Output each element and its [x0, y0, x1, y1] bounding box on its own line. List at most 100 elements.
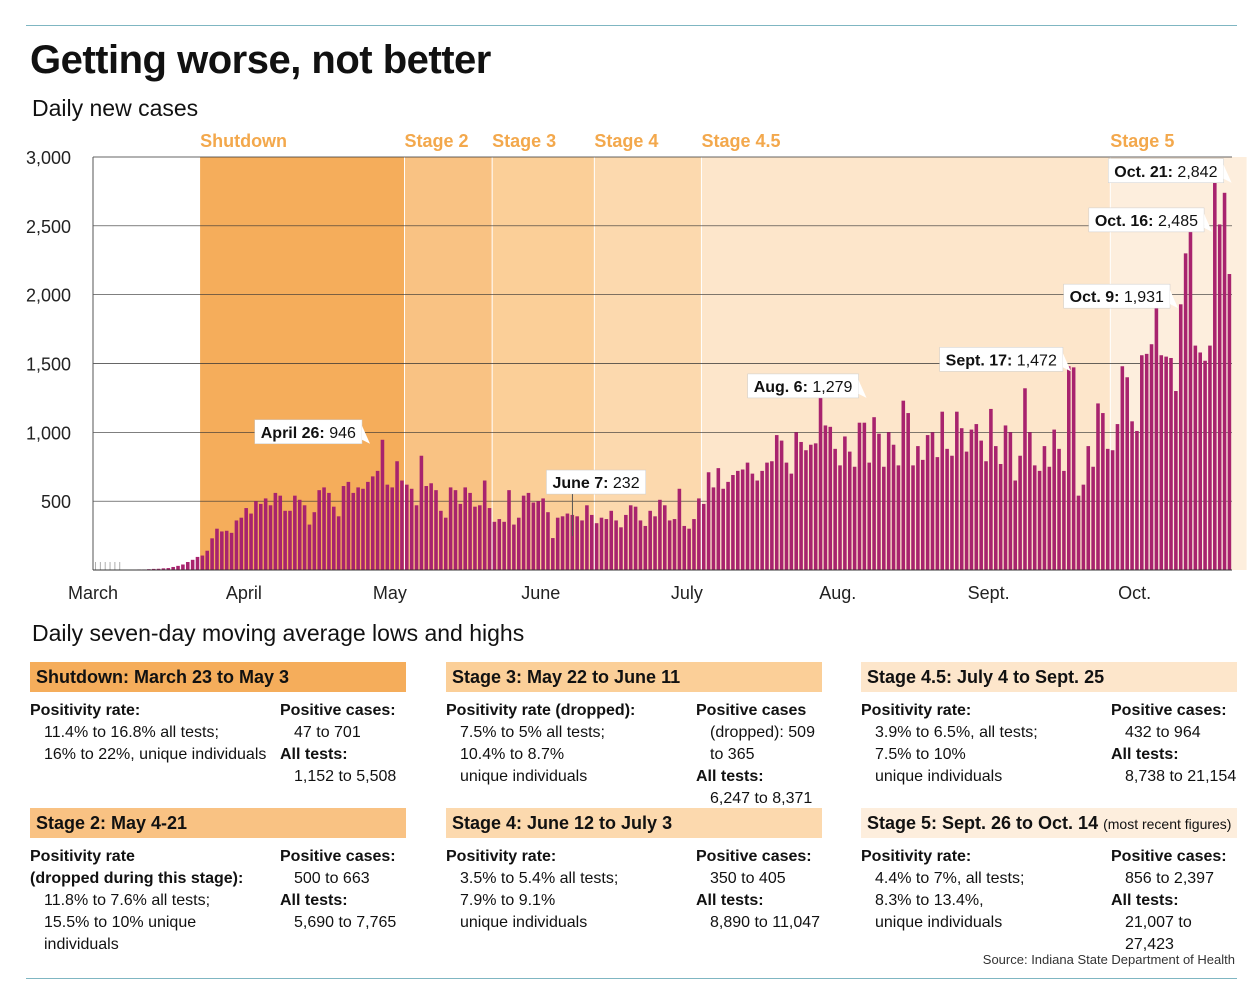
positivity-label: Positivity rate: — [861, 848, 972, 865]
all-tests-value: 1,152 to 5,508 — [294, 768, 397, 785]
bar — [1052, 429, 1056, 570]
bar — [682, 525, 687, 570]
stage-box-note: (most recent figures) — [1103, 816, 1232, 832]
bar — [492, 521, 497, 570]
bar — [497, 519, 502, 570]
bar — [181, 564, 185, 570]
bar — [468, 492, 472, 570]
bar — [847, 451, 852, 570]
bar — [964, 451, 969, 570]
bar — [273, 492, 278, 570]
bar — [1115, 424, 1120, 570]
bar — [716, 468, 721, 570]
positivity-line: 3.9% to 6.5%, all tests; — [875, 724, 1038, 741]
bar — [1110, 450, 1115, 570]
bar — [375, 470, 380, 570]
annotation-box — [1108, 158, 1224, 184]
stage-box-title: Stage 4.5: July 4 to Sept. 25 — [861, 662, 1237, 692]
bar — [813, 443, 818, 570]
annotation-label: April 26: 946 — [261, 425, 356, 442]
bar — [984, 461, 988, 570]
stage-label: Shutdown — [200, 131, 287, 151]
positivity-label: Positivity rate — [30, 848, 135, 865]
x-month-label: Aug. — [819, 583, 856, 603]
stage-box-title: Shutdown: March 23 to May 3 — [30, 662, 406, 692]
x-month-label: March — [68, 583, 118, 603]
positivity-line: 4.4% to 7%, all tests; — [875, 870, 1025, 887]
bar — [400, 480, 404, 570]
top-rule — [26, 25, 1237, 26]
bar — [701, 503, 706, 570]
bar — [1057, 448, 1061, 570]
bar — [604, 519, 609, 570]
bar — [341, 486, 346, 570]
bar — [390, 487, 394, 570]
positive-cases-label: Positive cases — [696, 702, 807, 719]
positivity-label: Positivity rate: — [30, 702, 141, 719]
bar — [799, 441, 803, 570]
bar — [1193, 345, 1198, 570]
bar — [439, 510, 443, 570]
bar — [195, 556, 200, 570]
bar — [268, 505, 273, 570]
bar — [774, 435, 779, 570]
bar — [424, 486, 429, 570]
bar — [220, 531, 224, 570]
bar — [395, 461, 399, 570]
bar — [1037, 470, 1042, 570]
x-month-label: May — [373, 583, 407, 603]
all-tests-label: All tests: — [280, 892, 348, 909]
bar — [478, 505, 482, 570]
stage-box: Stage 5: Sept. 26 to Oct. 14 (most recen… — [861, 808, 1237, 953]
bar — [619, 527, 623, 570]
bar — [1159, 355, 1164, 570]
annotation-box — [1063, 283, 1171, 309]
bar — [643, 525, 648, 570]
positive-cases-label: Positive cases: — [696, 848, 812, 865]
bar — [414, 505, 419, 570]
bar — [901, 400, 906, 570]
bar — [327, 492, 331, 570]
bar — [176, 565, 180, 570]
positive-cases-value: 432 to 964 — [1125, 724, 1201, 741]
bar — [1081, 484, 1086, 570]
annotation-pointer — [858, 379, 867, 398]
bar — [1208, 345, 1212, 570]
stage-label: Stage 2 — [405, 131, 469, 151]
bar — [263, 498, 268, 570]
bar — [765, 462, 769, 570]
bar — [322, 487, 326, 570]
bar — [809, 444, 813, 570]
positive-cases-value: 856 to 2,397 — [1125, 870, 1214, 887]
bar — [370, 476, 375, 570]
bar — [302, 505, 307, 570]
bar — [1067, 366, 1071, 570]
bar — [882, 466, 886, 570]
bar — [755, 480, 760, 570]
bar — [804, 450, 808, 570]
bar — [482, 480, 487, 570]
bar — [1178, 304, 1183, 570]
y-tick-label: 3,000 — [26, 148, 71, 168]
bar — [721, 488, 725, 570]
bar — [1227, 274, 1232, 570]
annotation-label: Oct. 9: 1,931 — [1070, 289, 1164, 306]
bar — [594, 523, 599, 570]
bar — [599, 517, 604, 570]
bar — [862, 422, 867, 570]
bar — [385, 484, 390, 570]
bar — [945, 448, 949, 570]
bar — [463, 487, 467, 570]
all-tests-label: All tests: — [280, 746, 348, 763]
bar — [1213, 178, 1217, 570]
bar — [1101, 413, 1105, 570]
bar — [312, 512, 317, 570]
bar — [838, 465, 842, 570]
bar — [891, 444, 896, 570]
bar — [161, 568, 166, 570]
bar — [789, 473, 794, 570]
positive-cases-value: (dropped): 509 to 365 — [710, 724, 815, 763]
bar — [249, 513, 253, 570]
positivity-line: unique individuals — [460, 914, 588, 931]
bar — [531, 502, 536, 570]
